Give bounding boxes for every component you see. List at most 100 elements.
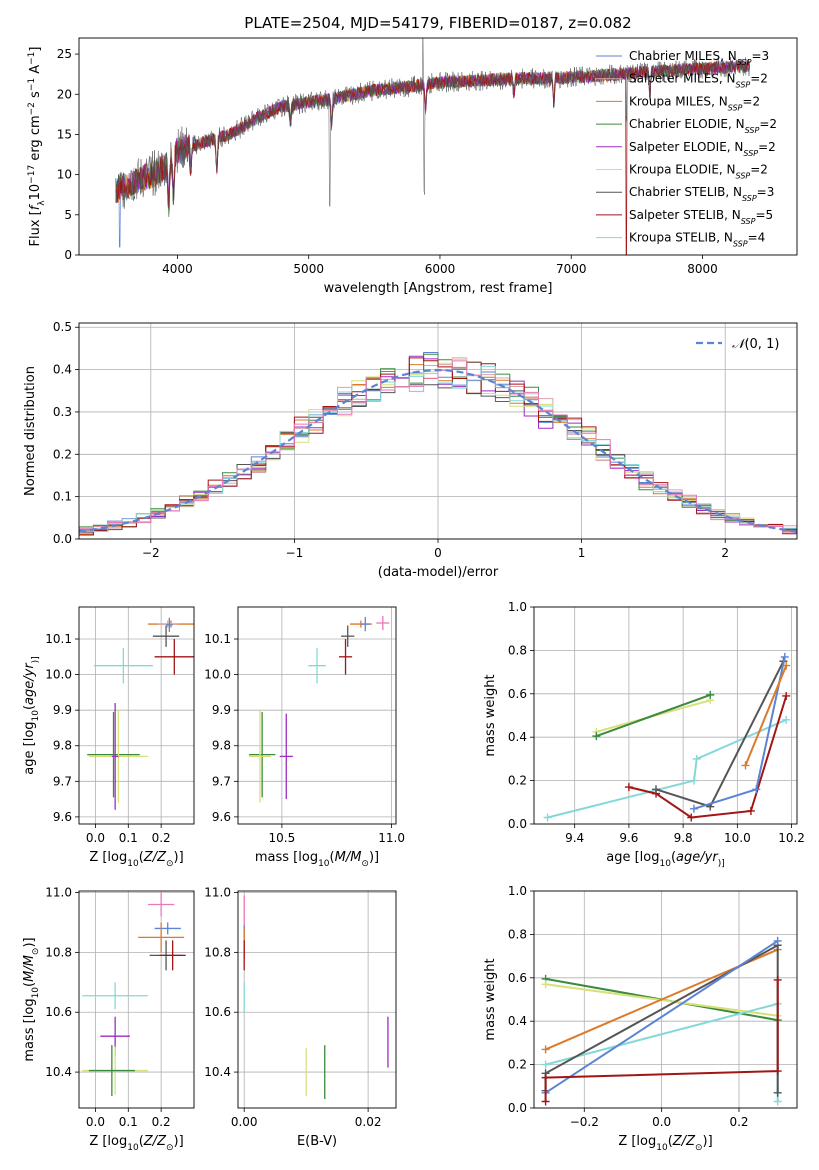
errorbar-pink	[148, 892, 175, 917]
weight-marker	[706, 690, 715, 699]
y-tick-label: 5	[64, 208, 72, 222]
x-tick-label: 6000	[425, 262, 456, 276]
x-axis-label: mass [log10(M/M⊙)]	[255, 850, 379, 869]
weight-marker	[782, 691, 791, 700]
weight-marker	[541, 1097, 550, 1106]
x-tick-label: 9.8	[674, 831, 693, 845]
x-tick-label: 0.1	[119, 831, 138, 845]
weight-line-chabrier-miles	[545, 940, 779, 1094]
y-tick-label: 10.6	[45, 1005, 72, 1019]
histogram-pink	[79, 360, 797, 534]
normal-curve	[79, 368, 797, 533]
errorbar-kroupa-elodie	[248, 710, 271, 803]
y-tick-label: 9.9	[212, 703, 231, 717]
y-tick-label: 0.8	[508, 643, 527, 657]
plot-area	[82, 892, 186, 1097]
weight-line-chabrier-elodie	[596, 693, 711, 738]
weight-marker	[773, 1088, 782, 1097]
weight-marker	[687, 813, 696, 822]
errorbar-salpeter-elodie	[279, 713, 293, 800]
y-tick-label: 0.6	[508, 687, 527, 701]
x-tick-label: 8000	[687, 262, 718, 276]
legend-entry: Kroupa MILES, NSSP=2	[629, 94, 760, 112]
x-tick-label: 0.1	[119, 1115, 138, 1129]
y-tick-label: 0.3	[53, 405, 72, 419]
weight-vs-age-panel: 9.4 9.6 9.8 10.0 10.2 0.0 0.2 0.4 0.6 0.8 1.0 age […	[483, 600, 805, 869]
legend-entry: Kroupa ELODIE, NSSP=2	[629, 163, 768, 181]
y-tick-label: 0.2	[508, 774, 527, 788]
legend-entry: Chabrier STELIB, NSSP=3	[629, 185, 774, 203]
errorbar-chabrier-stelib	[341, 625, 355, 647]
weight-marker	[541, 980, 550, 989]
spectrum-line-salpeter-stelib	[115, 60, 750, 255]
x-tick-label: 7000	[556, 262, 587, 276]
y-tick-label: 10.4	[204, 1065, 231, 1079]
errorbar-salpeter-stelib	[338, 639, 353, 675]
x-tick-label: 10.0	[724, 831, 751, 845]
y-tick-label: 25	[57, 47, 72, 61]
legend-entry: Salpeter MILES, NSSP=2	[629, 72, 768, 90]
weight-marker	[773, 975, 782, 984]
y-tick-label: 0.0	[53, 532, 72, 546]
axes-frame	[533, 606, 798, 825]
weight-marker	[782, 715, 791, 724]
y-tick-label: 10.8	[204, 945, 231, 959]
y-tick-label: 0.5	[53, 320, 72, 334]
y-tick-label: 0.4	[53, 363, 72, 377]
y-tick-label: 0.2	[53, 447, 72, 461]
axes-frame	[78, 606, 195, 825]
axes-frame	[533, 890, 798, 1109]
plot-area	[543, 652, 791, 822]
spectrum-line-chabrier-stelib	[115, 38, 750, 212]
x-tick-label: 9.4	[565, 831, 584, 845]
weight-marker	[780, 652, 789, 661]
weight-marker	[624, 783, 633, 792]
x-tick-label: 9.6	[619, 831, 638, 845]
y-tick-label: 9.6	[53, 810, 72, 824]
x-axis-label: Z [log10(Z/Z⊙)]	[89, 1134, 183, 1153]
errorbar-salpeter-stelib	[159, 940, 186, 971]
errorbar-chabrier-miles	[166, 617, 173, 632]
errorbar-kroupa-stelib	[308, 647, 326, 684]
x-tick-label: 0.2	[152, 831, 171, 845]
errorbar-kroupa-stelib	[82, 982, 148, 1010]
weight-marker	[782, 661, 791, 670]
y-tick-label: 9.9	[53, 703, 72, 717]
y-tick-label: 11.0	[45, 885, 72, 899]
y-tick-label: 10.0	[45, 668, 72, 682]
y-tick-label: 9.7	[53, 774, 72, 788]
x-tick-label: 11.0	[378, 831, 405, 845]
errorbar-salpeter-stelib	[154, 639, 194, 675]
spectrum-panel: 4000 5000 6000 7000 8000 0 5 10 15 20 25 wavelength…	[27, 14, 798, 296]
x-tick-label: 0.2	[729, 1115, 748, 1129]
y-tick-label: 0.8	[508, 927, 527, 941]
y-axis-label: Normed distribution	[23, 366, 38, 496]
y-tick-label: 9.7	[212, 774, 231, 788]
errorbar-pink	[376, 615, 390, 631]
legend-entry: Chabrier MILES, NSSP=3	[629, 49, 769, 67]
errorbar-kroupa-stelib	[93, 647, 153, 684]
weight-marker	[741, 761, 750, 770]
errorbar-chabrier-elodie	[88, 1045, 135, 1097]
y-tick-label: 10.6	[204, 1005, 231, 1019]
x-axis-label: Z [log10(Z/Z⊙)]	[618, 1134, 712, 1153]
x-tick-label: −2	[142, 546, 160, 560]
legend-entry: 𝒩(0, 1)	[732, 337, 779, 352]
residuals-panel: −2 −1 0 1 2 0.0 0.1 0.2 0.3 0.4 0.5 (data-model)/er…	[23, 320, 798, 580]
x-tick-label: 0	[434, 546, 442, 560]
axes-frame	[78, 890, 195, 1109]
x-axis-label: wavelength [Angstrom, rest frame]	[324, 281, 553, 296]
y-tick-label: 10.8	[45, 945, 72, 959]
x-tick-label: 5000	[293, 262, 324, 276]
y-tick-label: 0.4	[508, 730, 527, 744]
y-tick-label: 10	[57, 168, 72, 182]
weight-marker	[541, 1060, 550, 1069]
errorbar-chabrier-miles	[154, 922, 181, 935]
y-axis-label: Flux [fλ10−17 erg cm−2 s−1 A−1]	[27, 47, 47, 247]
errorbar-salpeter-miles	[157, 620, 178, 628]
y-axis-label: mass weight	[483, 674, 498, 756]
plot-area	[115, 38, 750, 255]
y-tick-label: 9.8	[212, 739, 231, 753]
x-axis-label: age [log10(age/yr)]	[606, 850, 724, 869]
y-tick-label: 0.6	[508, 971, 527, 985]
